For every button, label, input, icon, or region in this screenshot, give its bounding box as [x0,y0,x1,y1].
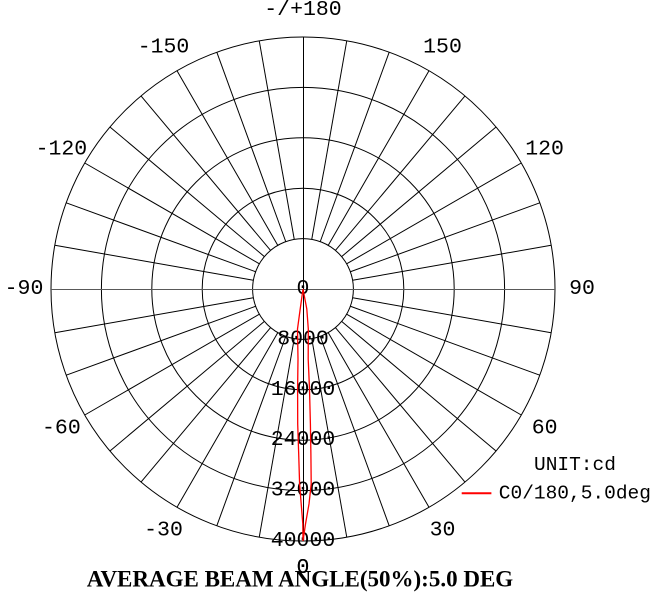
svg-text:120: 120 [525,138,564,162]
svg-text:-90: -90 [5,277,44,301]
svg-text:60: 60 [532,417,558,441]
svg-text:-/+180: -/+180 [264,0,341,22]
svg-text:UNIT:cd: UNIT:cd [534,454,616,476]
svg-text:16000: 16000 [271,378,336,402]
svg-text:C0/180,5.0deg: C0/180,5.0deg [499,483,651,505]
svg-text:-30: -30 [144,519,183,543]
svg-text:-150: -150 [138,35,190,59]
svg-text:150: 150 [423,35,462,59]
svg-text:32000: 32000 [271,479,336,503]
svg-text:8000: 8000 [277,327,329,351]
svg-text:30: 30 [430,519,456,543]
svg-text:-60: -60 [42,417,81,441]
svg-text:24000: 24000 [271,428,336,452]
svg-text:AVERAGE BEAM ANGLE(50%):5.0 DE: AVERAGE BEAM ANGLE(50%):5.0 DEG [87,567,513,592]
svg-text:-120: -120 [36,138,88,162]
svg-text:90: 90 [569,277,595,301]
